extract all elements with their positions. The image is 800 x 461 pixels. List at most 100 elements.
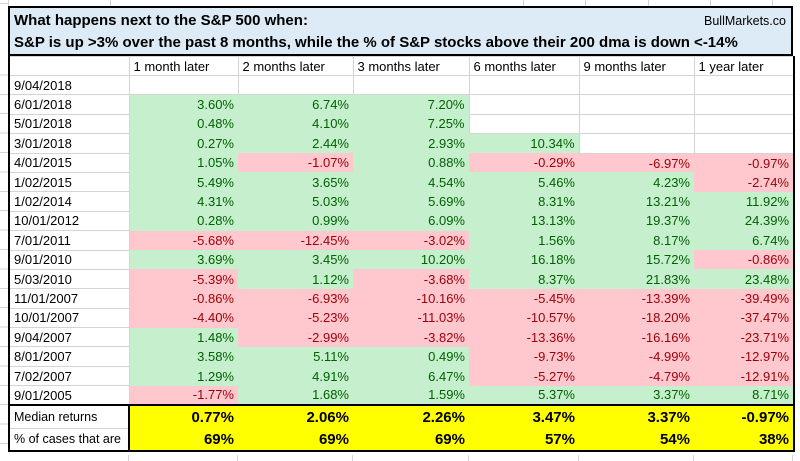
return-cell[interactable]: 1.59%	[353, 385, 469, 406]
return-cell[interactable]: -3.68%	[353, 269, 469, 289]
return-cell[interactable]: 7.25%	[353, 114, 469, 134]
return-cell[interactable]: 1.05%	[129, 153, 238, 173]
date-cell[interactable]: 9/04/2007	[8, 327, 130, 348]
return-cell[interactable]: 5.49%	[129, 172, 238, 192]
return-cell[interactable]: 21.83%	[579, 269, 694, 289]
summary-value-cell[interactable]: 69%	[353, 428, 469, 452]
return-cell[interactable]: -6.93%	[238, 288, 353, 309]
date-cell[interactable]: 1/02/2014	[8, 191, 130, 212]
return-cell[interactable]: 0.99%	[238, 211, 353, 231]
column-header[interactable]: 6 months later	[468, 56, 580, 76]
return-cell[interactable]: -9.73%	[469, 346, 579, 367]
return-cell[interactable]: 8.71%	[694, 385, 794, 406]
return-cell[interactable]: -0.97%	[694, 153, 794, 173]
return-cell[interactable]: -10.16%	[353, 288, 469, 309]
return-cell[interactable]: 5.37%	[469, 385, 579, 406]
date-cell[interactable]: 3/01/2018	[8, 133, 130, 154]
return-cell[interactable]: -0.86%	[694, 250, 794, 270]
return-cell[interactable]: -18.20%	[579, 308, 694, 328]
return-cell[interactable]: 8.37%	[469, 269, 579, 289]
date-cell[interactable]: 7/02/2007	[8, 365, 130, 387]
column-header[interactable]: 1 month later	[128, 56, 239, 76]
date-cell[interactable]: 8/01/2007	[8, 346, 130, 367]
return-cell[interactable]: 23.48%	[694, 269, 794, 289]
return-cell[interactable]: -4.40%	[129, 308, 238, 328]
return-cell[interactable]: 6.74%	[238, 94, 353, 115]
return-cell[interactable]: -2.99%	[238, 327, 353, 347]
return-cell[interactable]: 19.37%	[579, 211, 694, 231]
return-cell[interactable]: -5.23%	[238, 308, 353, 328]
return-cell[interactable]	[578, 94, 695, 115]
return-cell[interactable]: 7.20%	[353, 94, 469, 115]
return-cell[interactable]: 3.65%	[238, 172, 353, 192]
return-cell[interactable]: -12.45%	[238, 230, 353, 251]
return-cell[interactable]	[468, 74, 580, 96]
date-cell[interactable]: 7/01/2011	[8, 230, 130, 251]
return-cell[interactable]: 1.12%	[238, 269, 353, 289]
return-cell[interactable]	[693, 133, 795, 154]
date-cell[interactable]: 6/01/2018	[8, 94, 130, 115]
return-cell[interactable]: 3.60%	[129, 94, 238, 115]
return-cell[interactable]: -6.97%	[579, 153, 694, 173]
return-cell[interactable]: 6.74%	[694, 230, 794, 251]
return-cell[interactable]: 13.21%	[579, 191, 694, 212]
summary-value-cell[interactable]: 54%	[579, 428, 694, 452]
return-cell[interactable]: 3.37%	[579, 385, 694, 406]
return-cell[interactable]: 15.72%	[579, 250, 694, 270]
return-cell[interactable]: 2.44%	[238, 133, 353, 154]
return-cell[interactable]: 1.48%	[129, 327, 238, 347]
return-cell[interactable]	[693, 94, 795, 115]
column-header[interactable]: 9 months later	[578, 56, 695, 76]
return-cell[interactable]: 4.31%	[129, 191, 238, 212]
return-cell[interactable]	[578, 74, 695, 96]
return-cell[interactable]: -1.07%	[238, 153, 353, 173]
summary-value-cell[interactable]: 69%	[238, 428, 353, 452]
return-cell[interactable]: -12.97%	[694, 346, 794, 367]
date-cell[interactable]: 1/02/2015	[8, 171, 130, 193]
return-cell[interactable]	[128, 74, 239, 96]
return-cell[interactable]: 0.49%	[353, 346, 469, 367]
return-cell[interactable]	[237, 74, 354, 96]
return-cell[interactable]: -13.39%	[579, 288, 694, 309]
return-cell[interactable]: 8.31%	[469, 191, 579, 212]
return-cell[interactable]: -11.03%	[353, 308, 469, 328]
return-cell[interactable]: -5.45%	[469, 288, 579, 309]
summary-value-cell[interactable]: 0.77%	[128, 404, 238, 429]
return-cell[interactable]: -13.36%	[469, 327, 579, 347]
return-cell[interactable]: 0.28%	[129, 211, 238, 231]
return-cell[interactable]: -2.74%	[694, 172, 794, 192]
summary-value-cell[interactable]: 3.47%	[469, 404, 579, 429]
return-cell[interactable]: -4.79%	[579, 366, 694, 386]
summary-value-cell[interactable]: 69%	[128, 428, 238, 452]
date-cell[interactable]: 4/01/2015	[8, 152, 130, 173]
column-header[interactable]: 2 months later	[237, 56, 354, 76]
return-cell[interactable]: 11.92%	[694, 191, 794, 212]
return-cell[interactable]: -1.77%	[129, 385, 238, 406]
summary-value-cell[interactable]: 3.37%	[579, 404, 694, 429]
date-cell[interactable]: 5/01/2018	[8, 113, 130, 135]
return-cell[interactable]: -16.16%	[579, 327, 694, 347]
return-cell[interactable]: 13.13%	[469, 211, 579, 231]
return-cell[interactable]: 2.93%	[353, 133, 469, 154]
return-cell[interactable]: 5.11%	[238, 346, 353, 367]
return-cell[interactable]	[693, 74, 795, 96]
summary-label[interactable]: % of cases that are	[8, 427, 130, 452]
date-cell[interactable]: 10/01/2007	[8, 307, 130, 329]
date-cell[interactable]: 9/01/2005	[8, 385, 130, 406]
return-cell[interactable]: 4.23%	[579, 172, 694, 192]
return-cell[interactable]: 0.88%	[353, 153, 469, 173]
summary-value-cell[interactable]: 2.06%	[238, 404, 353, 429]
return-cell[interactable]: -4.99%	[579, 346, 694, 367]
return-cell[interactable]: -5.27%	[469, 366, 579, 386]
return-cell[interactable]: 5.69%	[353, 191, 469, 212]
return-cell[interactable]: 8.17%	[579, 230, 694, 251]
return-cell[interactable]	[578, 113, 695, 135]
return-cell[interactable]: 5.03%	[238, 191, 353, 212]
summary-value-cell[interactable]: 57%	[469, 428, 579, 452]
return-cell[interactable]	[468, 113, 580, 135]
return-cell[interactable]: -0.29%	[469, 153, 579, 173]
summary-value-cell[interactable]: -0.97%	[694, 404, 794, 429]
return-cell[interactable]: -5.68%	[129, 230, 238, 251]
return-cell[interactable]: 0.48%	[129, 114, 238, 134]
return-cell[interactable]: 3.45%	[238, 250, 353, 270]
